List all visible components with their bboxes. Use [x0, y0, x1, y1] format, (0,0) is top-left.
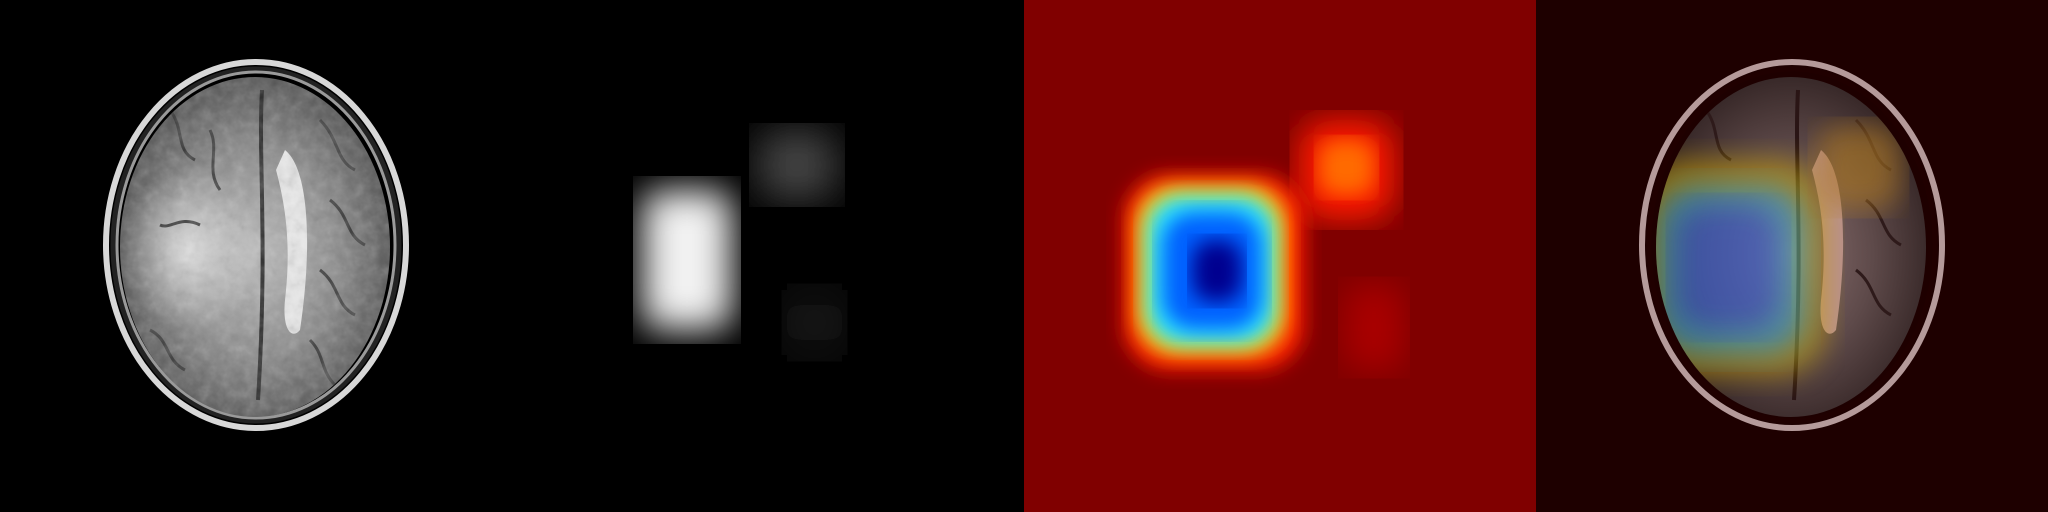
- grayscale-heatmap-panel: [512, 0, 1024, 512]
- jet-heatmap-panel: [1024, 0, 1536, 512]
- jet-heatmap-image: [1024, 0, 1536, 512]
- mri-brain-panel: [0, 0, 512, 512]
- mri-brain-image: [0, 0, 512, 512]
- grayscale-heatmap-image: [512, 0, 1024, 512]
- overlay-image: [1536, 0, 2048, 512]
- overlay-panel: [1536, 0, 2048, 512]
